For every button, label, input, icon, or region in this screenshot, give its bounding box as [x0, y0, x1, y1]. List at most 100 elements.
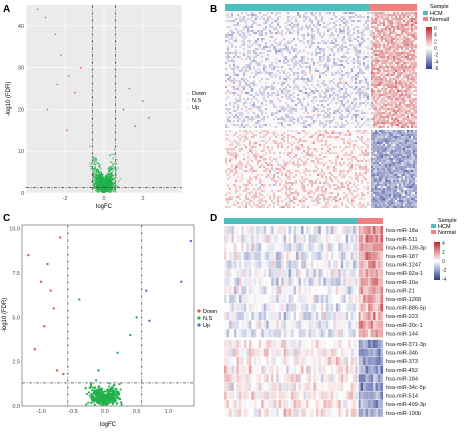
heat-cell-b — [383, 44, 386, 47]
heat-cell-b — [383, 120, 386, 123]
heat-cell-b — [407, 88, 410, 91]
heat-cell-b — [331, 94, 334, 97]
heat-cell-b — [343, 66, 346, 69]
heat-cell-b — [293, 48, 296, 51]
heat-cell-b — [399, 96, 402, 99]
heat-cell-b — [257, 24, 260, 27]
heat-cell-b — [405, 42, 408, 45]
heat-cell-b — [313, 122, 316, 125]
heat-cell-b — [267, 18, 270, 21]
heat-cell-b — [411, 138, 414, 141]
heat-cell-b — [281, 32, 284, 35]
heat-cell-b — [397, 144, 400, 147]
heat-cell-b — [355, 110, 358, 113]
heat-cell-b — [345, 154, 348, 157]
heat-cell-b — [383, 74, 386, 77]
heat-cell-b — [247, 152, 250, 155]
heat-cell-b — [301, 104, 304, 107]
heat-cell-b — [235, 38, 238, 41]
ns-dot-a — [108, 168, 110, 170]
heat-cell-b — [311, 80, 314, 83]
heat-cell-b — [227, 48, 230, 51]
heat-cell-b — [387, 18, 390, 21]
heat-cell-b — [339, 64, 342, 67]
heat-cell-b — [357, 52, 360, 55]
heat-cell-b — [383, 116, 386, 119]
heat-cell-b — [361, 160, 364, 163]
heat-cell-b — [387, 146, 390, 149]
heat-cell-b — [255, 150, 258, 153]
heat-cell-b — [227, 138, 230, 141]
heat-cell-b — [229, 34, 232, 37]
ns-dot-a — [93, 161, 96, 164]
heat-cell-b — [259, 64, 262, 67]
heat-cell-b — [317, 134, 320, 137]
heat-cell-b — [331, 72, 334, 75]
heat-cell-b — [293, 118, 296, 121]
heat-cell-b — [401, 146, 404, 149]
heat-cell-b — [407, 40, 410, 43]
ns-dot-a — [115, 169, 117, 171]
heat-cell-b — [359, 160, 362, 163]
heat-cell-b — [405, 158, 408, 161]
heat-cell-b — [371, 94, 374, 97]
ns-dot-a — [97, 182, 99, 184]
heat-cell-b — [357, 30, 360, 33]
heat-cell-b — [263, 52, 266, 55]
heat-cell-b — [409, 142, 412, 145]
heat-cell-b — [381, 146, 384, 149]
heat-cell-b — [253, 76, 256, 79]
heat-cell-b — [361, 86, 364, 89]
heat-cell-b — [395, 76, 398, 79]
heat-cell-b — [323, 66, 326, 69]
heat-cell-b — [371, 52, 374, 55]
heat-cell-b — [323, 26, 326, 29]
heat-cell-b — [375, 74, 378, 77]
heat-cell-b — [395, 150, 398, 153]
heat-cell-b — [333, 26, 336, 29]
heat-cell-b — [273, 140, 276, 143]
heat-cell-b — [251, 100, 254, 103]
heat-cell-b — [297, 14, 300, 17]
heat-cell-b — [243, 42, 246, 45]
heat-cell-b — [293, 100, 296, 103]
heat-cell-b — [387, 20, 390, 23]
heat-cell-b — [251, 24, 254, 27]
heat-cell-b — [227, 96, 230, 99]
heat-cell-b — [377, 62, 380, 65]
heat-cell-b — [411, 120, 414, 123]
ns-dot-a — [94, 168, 96, 171]
heat-cell-b — [373, 46, 376, 49]
heat-cell-b — [225, 130, 228, 133]
heat-cell-b — [347, 116, 350, 119]
heat-cell-b — [229, 148, 232, 151]
heat-cell-b — [349, 34, 352, 37]
heat-cell-b — [393, 52, 396, 55]
heat-cell-b — [305, 24, 308, 27]
heat-cell-b — [411, 74, 414, 77]
heat-cell-b — [229, 108, 232, 111]
heat-cell-b — [239, 84, 242, 87]
heat-cell-b — [415, 140, 418, 143]
heat-cell-b — [251, 94, 254, 97]
heat-cell-b — [313, 86, 316, 89]
heat-cell-b — [403, 36, 406, 39]
heat-cell-b — [371, 44, 374, 47]
ytick-a: 0 — [21, 191, 24, 197]
heat-cell-b — [347, 114, 350, 117]
heat-cell-b — [251, 12, 254, 15]
heat-cell-b — [401, 22, 404, 25]
heat-cell-b — [335, 72, 338, 75]
ns-dot-a — [96, 174, 98, 177]
heat-cell-b — [307, 112, 310, 115]
heat-cell-b — [243, 80, 246, 83]
heat-cell-b — [415, 28, 418, 31]
heat-cell-b — [403, 150, 406, 153]
heat-cell-b — [327, 120, 330, 123]
heat-cell-b — [409, 22, 412, 25]
heat-cell-b — [267, 12, 270, 15]
heat-cell-b — [247, 120, 250, 123]
heat-cell-b — [275, 158, 278, 161]
heat-cell-b — [253, 156, 256, 159]
heat-cell-b — [375, 124, 378, 127]
